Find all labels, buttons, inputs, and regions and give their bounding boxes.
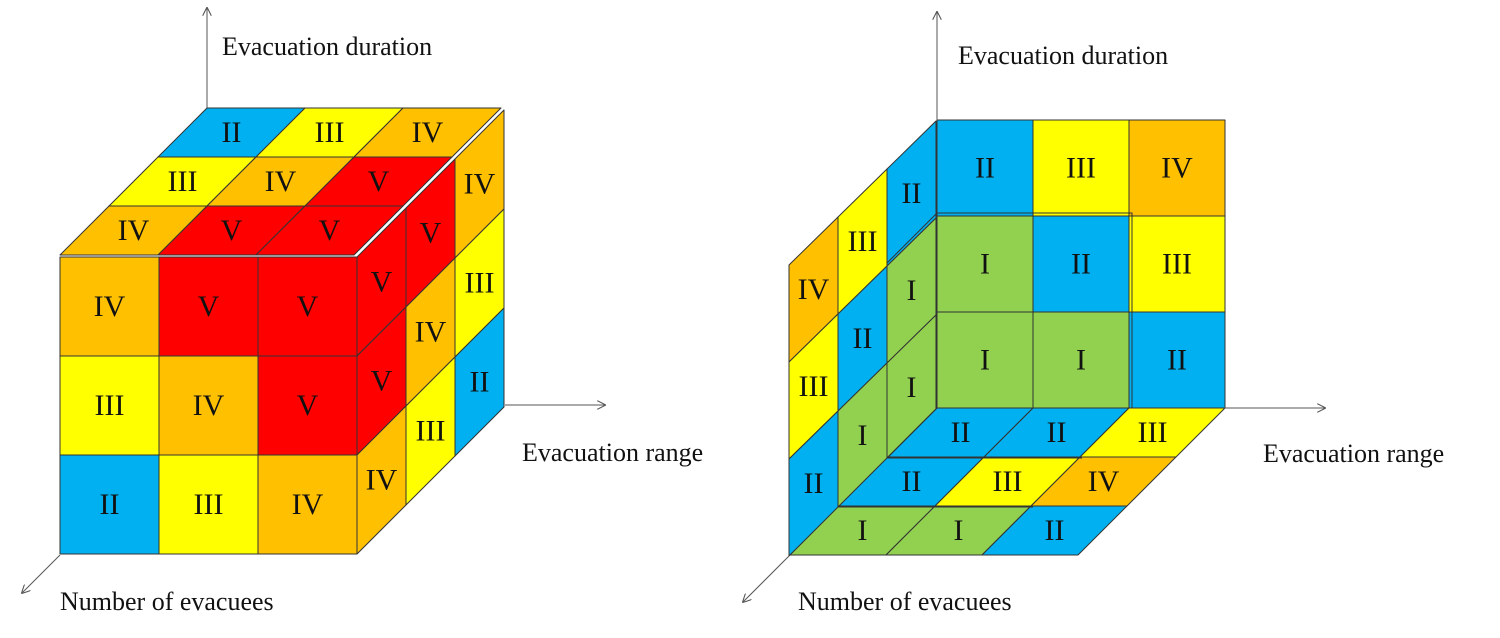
right-evacuees-label: Number of evacuees [798, 587, 1012, 616]
right-cube-left-level-label: I [907, 371, 917, 404]
right-range-label: Evacuation range [1263, 439, 1444, 468]
left-cube-right-level-label: V [371, 365, 393, 398]
left-cube-front-level-label: IV [94, 290, 126, 323]
right-cube-bottom-level-label: I [858, 514, 868, 547]
right-cube-back-level-label: I [980, 248, 990, 281]
left-evacuees-label: Number of evacuees [60, 587, 274, 616]
inner-edge-back-top [886, 212, 1133, 408]
right-cube-bottom-level-label: II [1045, 514, 1065, 547]
right-cube-left-level-label: IV [798, 273, 830, 306]
left-cube-top-level-label: V [319, 214, 341, 247]
left-cube-front-level-label: V [198, 290, 220, 323]
right-cube-left-level-label: III [799, 370, 829, 403]
left-cube-right-level-label: IV [366, 464, 398, 497]
left-cube-front-level-label: III [95, 389, 125, 422]
right-cube-left-level-label: II [853, 322, 873, 355]
left-axes [22, 8, 605, 593]
right-cube-left-level-label: I [858, 419, 868, 452]
right-cube-bottom-level-label: IV [1088, 465, 1120, 498]
left-cube-top-level-label: III [315, 116, 345, 149]
right-cube-back-level-label: II [975, 152, 995, 185]
right-cube-back-level-label: II [1167, 344, 1187, 377]
right-cube-left-level-label: II [902, 177, 922, 210]
left-cube-right-level-label: III [465, 267, 495, 300]
left-axis-labels: Evacuation duration Evacuation range Num… [60, 32, 703, 616]
left-cube-right-level-label: V [371, 266, 393, 299]
right-cube-bottom-level-label: I [954, 514, 964, 547]
left-cube-right-level-label: IV [415, 316, 447, 349]
right-cube-bottom-cell [981, 505, 1128, 556]
right-cube-bottom-level-label: III [993, 465, 1023, 498]
left-cube-front-level-label: II [100, 488, 120, 521]
right-cube-bottom-level-label: II [902, 465, 922, 498]
left-cube-front-level-label: III [194, 488, 224, 521]
left-cube-top-level-label: IV [412, 116, 444, 149]
left-cube-front-level-label: IV [292, 488, 324, 521]
left-cube-top-level-label: IV [265, 165, 297, 198]
right-axis-labels: Evacuation duration Evacuation range Num… [798, 41, 1444, 616]
left-cube-top-level-label: II [222, 116, 242, 149]
right-cube-back-level-label: I [1076, 344, 1086, 377]
right-cube-back-level-label: III [1162, 248, 1192, 281]
left-cube-right-level-label: IV [464, 168, 496, 201]
left-cube-top-level-label: V [221, 214, 243, 247]
left-evacuees-axis [22, 554, 61, 593]
left-cube-right-level-label: III [416, 415, 446, 448]
left-duration-label: Evacuation duration [222, 32, 432, 61]
right-evacuees-axis [743, 555, 790, 602]
right-cube-back-level-label: III [1066, 152, 1096, 185]
right-cube-left-level-label: I [907, 274, 917, 307]
left-cube-top-level-label: III [168, 165, 198, 198]
left-cube-top-cell [255, 205, 404, 256]
right-cube-left-level-label: III [848, 225, 878, 258]
right-cube-bottom-level-label: III [1138, 416, 1168, 449]
left-cube-right-cell [454, 307, 505, 457]
left-range-label: Evacuation range [522, 438, 703, 467]
left-cube-right-level-label: V [420, 217, 442, 250]
left-cube-right-level-label: II [470, 366, 490, 399]
right-cube-bottom-level-label: II [951, 416, 971, 449]
right-duration-label: Evacuation duration [958, 41, 1168, 70]
left-cube-top-level-label: V [368, 165, 390, 198]
left-cube-front-level-label: IV [193, 389, 225, 422]
left-cube-front-level-label: V [297, 290, 319, 323]
right-inner-edges [837, 212, 1133, 508]
left-cube-top-level-label: IV [118, 214, 150, 247]
inner-edge-depth [886, 407, 938, 459]
right-cube-back-level-label: IV [1161, 152, 1193, 185]
left-cube-front-level-label: V [297, 389, 319, 422]
right-cube-bottom-level-label: II [1047, 416, 1067, 449]
right-axes [743, 12, 1325, 602]
right-cube-left-level-label: II [804, 467, 824, 500]
right-cube-back-level-label: I [980, 344, 990, 377]
right-cube-back-level-label: II [1071, 248, 1091, 281]
